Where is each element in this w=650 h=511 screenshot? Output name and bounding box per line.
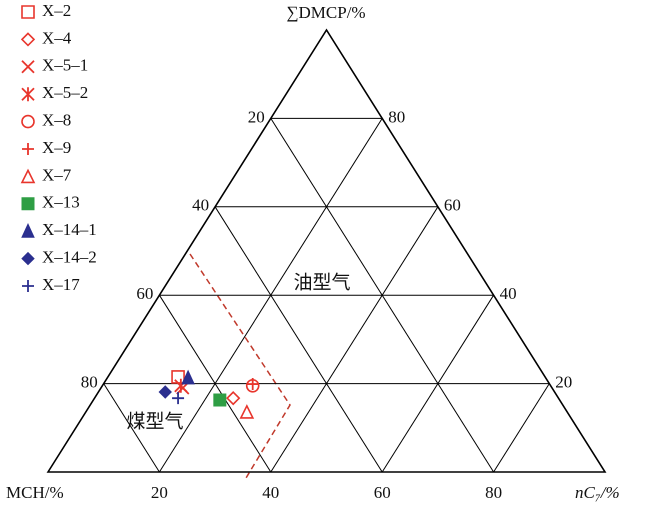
legend-label: X–9 — [42, 138, 71, 157]
legend-label: X–14–2 — [42, 248, 97, 267]
left-axis-label: MCH/% — [6, 483, 64, 502]
legend-marker — [21, 223, 35, 238]
data-point — [226, 391, 241, 406]
legend-marker — [20, 168, 36, 184]
legend-marker — [21, 251, 35, 266]
right-tick-label: 40 — [500, 284, 517, 303]
right-tick-label: 60 — [444, 196, 461, 215]
legend-label: X–5–2 — [42, 83, 88, 102]
bottom-tick-label: 20 — [151, 483, 168, 502]
grid-line — [103, 383, 160, 473]
legend-label: X–2 — [42, 1, 71, 20]
data-point — [181, 369, 195, 385]
boundary-line — [189, 253, 291, 479]
legend-marker — [22, 143, 34, 155]
legend-marker — [22, 280, 34, 292]
legend-marker — [20, 32, 36, 47]
grid-line — [270, 206, 439, 473]
legend-label: X–17 — [42, 275, 80, 294]
data-point — [158, 385, 172, 399]
left-tick-label: 60 — [136, 284, 153, 303]
right-axis-label: nC₇/% — [575, 483, 620, 502]
legend-marker — [21, 60, 35, 74]
legend-label: X–13 — [42, 193, 80, 212]
annotation: 油型气 — [293, 272, 350, 294]
triangle-frame — [46, 28, 607, 473]
right-tick-label: 20 — [555, 373, 572, 392]
legend-label: X–5–1 — [42, 56, 88, 75]
legend-label: X–4 — [42, 28, 72, 47]
legend-marker — [21, 87, 35, 102]
bottom-tick-label: 40 — [262, 483, 279, 502]
grid-line — [270, 118, 495, 473]
data-point — [239, 404, 255, 419]
legend-marker — [21, 114, 35, 129]
bottom-tick-label: 60 — [374, 483, 391, 502]
left-tick-label: 20 — [248, 107, 265, 126]
right-tick-label: 80 — [388, 107, 405, 126]
left-tick-label: 40 — [192, 196, 209, 215]
data-point — [213, 393, 227, 407]
grid-line — [214, 206, 383, 473]
top-axis-label: ∑DMCP/% — [286, 3, 365, 22]
legend-label: X–7 — [42, 165, 72, 184]
data-point — [246, 378, 259, 391]
grid-line — [158, 294, 272, 473]
left-tick-label: 80 — [81, 373, 98, 392]
legend-marker — [21, 5, 35, 19]
annotation: 煤型气 — [126, 411, 183, 433]
legend-marker — [21, 197, 35, 211]
data-point — [172, 392, 185, 405]
data-point — [171, 370, 185, 384]
legend-label: X–8 — [42, 111, 71, 130]
legend-label: X–14–1 — [42, 220, 97, 239]
bottom-tick-label: 80 — [485, 483, 502, 502]
grid-line — [493, 383, 550, 473]
